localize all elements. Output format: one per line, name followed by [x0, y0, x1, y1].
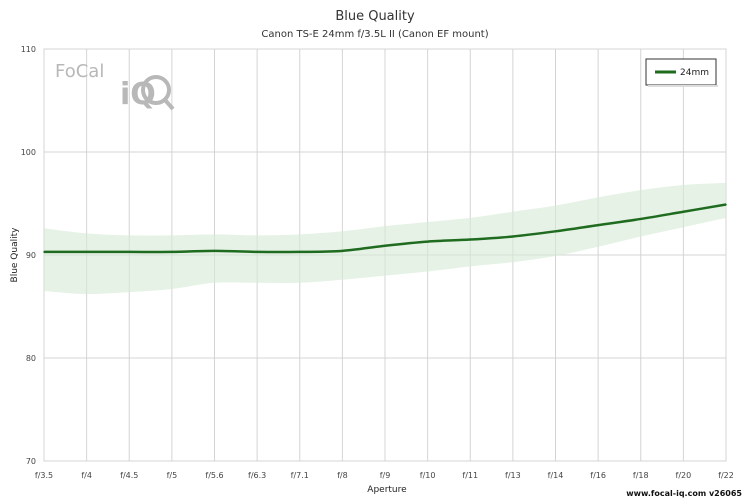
chart-title: Blue Quality: [335, 9, 415, 24]
x-tick-label: f/5.6: [205, 471, 223, 480]
logo-lens-icon: [141, 75, 171, 105]
chart-subtitle: Canon TS-E 24mm f/3.5L II (Canon EF moun…: [261, 29, 488, 40]
x-tick-label: f/3.5: [35, 471, 53, 480]
data-point: [128, 251, 131, 253]
data-point: [171, 251, 173, 253]
series-24mm-points: [43, 203, 727, 253]
x-tick-label: f/14: [548, 471, 564, 480]
y-tick-label: 70: [26, 457, 36, 466]
x-tick-label: f/20: [676, 471, 692, 480]
y-tick-label: 110: [21, 45, 36, 54]
logo-text-bottom: iQ: [120, 77, 156, 112]
x-tick-label: f/16: [590, 471, 606, 480]
data-point: [213, 250, 216, 252]
y-tick-label: 80: [26, 354, 36, 363]
x-tick-label: f/10: [420, 471, 436, 480]
x-tick-label: f/6.3: [248, 471, 266, 480]
x-tick-label: f/4: [81, 471, 92, 480]
y-tick-label: 100: [21, 148, 36, 157]
data-point: [512, 235, 514, 238]
data-point: [682, 210, 685, 213]
legend-shadow: [648, 85, 718, 87]
data-point: [725, 203, 727, 206]
watermark: www.focal-iq.com v26065: [626, 489, 742, 498]
data-point: [469, 238, 472, 241]
x-tick-label: f/9: [380, 471, 391, 480]
data-point: [554, 230, 557, 233]
data-point: [341, 250, 344, 252]
y-axis-label: Blue Quality: [10, 227, 20, 283]
data-point: [256, 251, 258, 253]
x-tick-label: f/22: [718, 471, 734, 480]
x-tick-label: f/5: [167, 471, 178, 480]
data-point: [298, 251, 301, 253]
data-point: [85, 251, 88, 253]
data-point: [639, 218, 642, 220]
logo-text-top: FoCal: [55, 61, 104, 82]
data-point: [384, 244, 386, 247]
x-tick-label: f/4.5: [120, 471, 138, 480]
x-axis-label: Aperture: [367, 485, 407, 495]
legend-label-24mm: 24mm: [680, 68, 709, 78]
x-tick-label: f/13: [505, 471, 521, 480]
data-point: [426, 240, 429, 243]
logo-handle-icon: [163, 98, 175, 111]
x-tick-label: f/7.1: [291, 471, 309, 480]
data-point: [43, 251, 45, 253]
legend: 24mm: [645, 58, 718, 87]
x-tick-label: f/8: [337, 471, 348, 480]
x-tick-label: f/18: [633, 471, 649, 480]
x-axis-ticks: f/3.5 f/4 f/4.5 f/5 f/5.6 f/6.3 f/7.1 f/8 f/9 f/1…: [35, 471, 734, 480]
y-axis-ticks: 70 80 90 100 110: [21, 45, 36, 466]
x-tick-label: f/11: [462, 471, 478, 480]
series-24mm-confidence-band: [44, 182, 726, 295]
logo: FoCal iQ: [55, 61, 175, 112]
data-point: [597, 224, 599, 226]
y-tick-label: 90: [26, 251, 36, 260]
